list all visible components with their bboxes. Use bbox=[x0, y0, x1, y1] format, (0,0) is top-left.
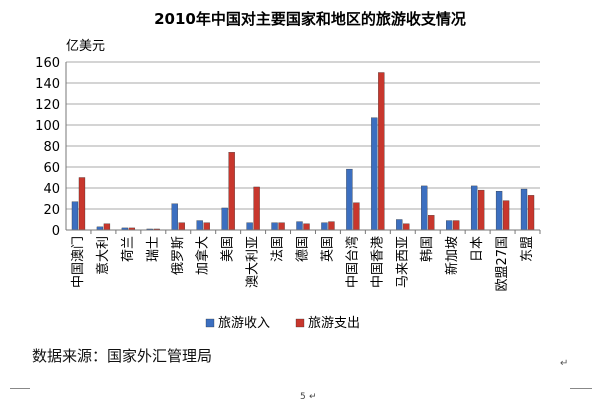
legend-label: 旅游收入 bbox=[218, 316, 270, 331]
source-note: 数据来源：国家外汇管理局 bbox=[32, 347, 213, 365]
x-tick-label: 欧盟27国 bbox=[495, 236, 510, 292]
y-axis-unit-label: 亿美元 bbox=[66, 39, 105, 54]
bar-expense bbox=[527, 195, 535, 231]
legend-label: 旅游支出 bbox=[308, 316, 360, 331]
bar-income bbox=[446, 220, 453, 231]
bar-income bbox=[520, 188, 528, 231]
x-tick-label: 美国 bbox=[221, 236, 236, 262]
y-tick-label: 60 bbox=[43, 161, 60, 176]
bars bbox=[71, 72, 535, 231]
x-tick-label: 荷兰 bbox=[121, 236, 136, 262]
bar-income bbox=[271, 222, 278, 231]
bar-income bbox=[495, 190, 503, 231]
y-tick-label: 40 bbox=[43, 182, 60, 197]
bar-income bbox=[221, 207, 228, 231]
bar-expense bbox=[78, 177, 86, 231]
bar-income bbox=[246, 222, 253, 231]
bar-expense bbox=[477, 189, 485, 231]
x-tick-label: 俄罗斯 bbox=[171, 236, 186, 275]
y-tick-label: 120 bbox=[35, 98, 60, 113]
x-tick-label: 中国台湾 bbox=[344, 236, 360, 288]
x-tick-label: 日本 bbox=[470, 236, 485, 262]
legend: 旅游收入 旅游支出 bbox=[205, 316, 360, 331]
gridlines bbox=[66, 61, 540, 210]
bar-expense bbox=[453, 220, 460, 231]
x-tick-label: 东盟 bbox=[520, 236, 535, 262]
bar-income bbox=[196, 220, 203, 231]
x-tick-label: 法国 bbox=[271, 236, 286, 262]
chart-title: 2010年中国对主要国家和地区的旅游收支情况 bbox=[154, 10, 466, 28]
bar-expense bbox=[278, 222, 285, 231]
x-tick-label: 中国澳门 bbox=[70, 236, 86, 288]
y-tick-label: 140 bbox=[35, 77, 60, 92]
bar-expense bbox=[403, 223, 410, 231]
bar-income bbox=[396, 219, 403, 231]
bar-income bbox=[321, 222, 328, 231]
footer-rule-right bbox=[570, 388, 592, 389]
x-tick-label: 中国香港 bbox=[370, 236, 385, 288]
bar-expense bbox=[502, 200, 510, 231]
y-tick-label: 0 bbox=[52, 224, 60, 239]
bar-income bbox=[470, 185, 478, 231]
bar-income bbox=[296, 221, 303, 231]
bar-expense bbox=[353, 202, 360, 231]
bar-expense bbox=[228, 152, 235, 231]
bar-income bbox=[171, 203, 178, 231]
legend-swatch bbox=[295, 318, 305, 328]
x-tick-label: 意大利 bbox=[95, 236, 111, 275]
page-number: 5 bbox=[300, 392, 306, 402]
bar-income bbox=[71, 201, 79, 231]
x-tick-label: 澳大利亚 bbox=[245, 236, 261, 288]
bar-expense bbox=[378, 72, 385, 231]
bar-expense bbox=[428, 215, 435, 231]
x-tick-label: 新加坡 bbox=[444, 236, 460, 275]
y-tick-label: 20 bbox=[43, 203, 60, 218]
paragraph-return-mark: ↵ bbox=[560, 358, 569, 369]
axes bbox=[65, 62, 541, 234]
y-tick-label: 160 bbox=[35, 56, 60, 71]
bar-expense bbox=[253, 186, 260, 231]
x-tick-label: 马来西亚 bbox=[395, 236, 410, 288]
bar-expense bbox=[328, 221, 335, 231]
x-tick-labels: 中国澳门 意大利 荷兰 瑞士 俄罗斯 加拿大 美国 澳大利亚 法国 德国 英国 中国台湾 中国香港 马来西… bbox=[70, 236, 535, 292]
page-return-mark: ↵ bbox=[309, 392, 317, 402]
x-tick-label: 韩国 bbox=[420, 236, 435, 262]
legend-swatch bbox=[205, 318, 215, 328]
bar-expense bbox=[203, 222, 210, 231]
bar-income bbox=[346, 168, 353, 231]
x-tick-label: 瑞士 bbox=[146, 236, 161, 262]
x-tick-label: 加拿大 bbox=[195, 236, 211, 275]
bar-expense bbox=[103, 223, 111, 231]
bar-income bbox=[421, 185, 428, 231]
bar-expense bbox=[178, 222, 185, 231]
y-tick-labels: 0 20 40 60 80 100 120 140 160 bbox=[35, 56, 60, 239]
y-tick-label: 80 bbox=[43, 140, 60, 155]
x-tick-label: 德国 bbox=[296, 236, 311, 262]
x-tick-label: 英国 bbox=[320, 236, 335, 262]
bar-income bbox=[371, 117, 378, 231]
bar-expense bbox=[303, 223, 310, 231]
footer-rule-left bbox=[10, 388, 30, 389]
y-tick-label: 100 bbox=[35, 119, 60, 134]
